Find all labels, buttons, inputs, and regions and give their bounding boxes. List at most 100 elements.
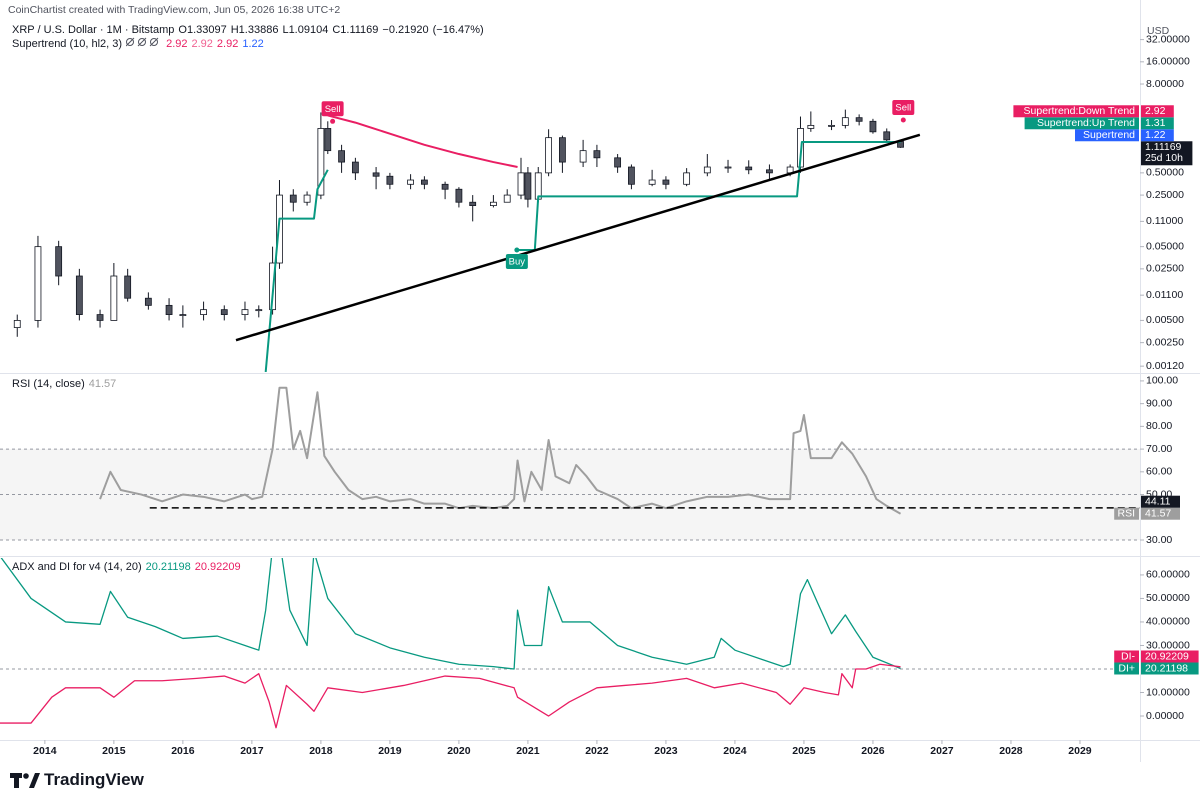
badge-value-box bbox=[1141, 650, 1199, 663]
candle-body bbox=[469, 201, 477, 207]
candle-body bbox=[503, 194, 511, 203]
x-tick-label: 2020 bbox=[447, 745, 471, 757]
y-tick-label: 0.00120 bbox=[1146, 360, 1184, 372]
creator-note: CoinChartist created with TradingView.co… bbox=[8, 4, 341, 16]
y-tick-label: 60.00000 bbox=[1146, 569, 1190, 581]
candle-body bbox=[386, 175, 394, 185]
signal-label: Sell bbox=[895, 103, 911, 114]
candle-body bbox=[534, 172, 542, 200]
candle-body bbox=[490, 201, 497, 207]
adx-legend: ADX and DI for v4 (14, 20) 20.21198 20.922… bbox=[12, 560, 245, 574]
supertrend-legend: Supertrend (10, hl2, 3) 2.92 2.92 2.92 1.22 bbox=[12, 37, 268, 51]
y-tick-label: 0.00000 bbox=[1146, 710, 1184, 722]
x-tick-label: 2019 bbox=[378, 745, 402, 757]
candle-body bbox=[828, 124, 835, 127]
candle-body bbox=[75, 275, 83, 315]
candle-body bbox=[648, 179, 656, 185]
candle-body bbox=[724, 166, 732, 169]
candle-body bbox=[545, 137, 553, 174]
badge-countdown: 25d 10h bbox=[1145, 152, 1183, 164]
x-tick-label: 2014 bbox=[33, 745, 57, 757]
candle-body bbox=[144, 297, 152, 306]
y-tick-label: 30.00000 bbox=[1146, 639, 1190, 651]
icon bbox=[149, 37, 159, 47]
change: −0.21920 bbox=[382, 24, 429, 36]
candle-body bbox=[524, 172, 532, 200]
badge-value: 20.92209 bbox=[1145, 650, 1189, 662]
line bbox=[327, 114, 518, 168]
candle-body bbox=[662, 179, 670, 185]
x-tick-label: 2028 bbox=[999, 745, 1023, 757]
y-tick-label: 70.00 bbox=[1146, 443, 1172, 455]
y-tick-label: 0.05000 bbox=[1146, 240, 1184, 252]
candle-body bbox=[338, 150, 345, 163]
ohlc-value: 1.11169 bbox=[340, 24, 379, 36]
y-tick-label: 90.00 bbox=[1146, 397, 1172, 409]
x-tick-label: 2024 bbox=[723, 745, 747, 757]
x-tick-label: 2022 bbox=[585, 745, 609, 757]
x-tick-label: 2018 bbox=[309, 745, 333, 757]
y-tick-label: 0.50000 bbox=[1146, 167, 1184, 179]
visibility-icons bbox=[125, 37, 159, 47]
candle-body bbox=[372, 172, 380, 177]
badge-name: Supertrend bbox=[1083, 129, 1135, 141]
adx-title: ADX and DI for v4 (14, 20) bbox=[12, 561, 142, 573]
candle-body bbox=[841, 117, 849, 126]
y-tick-label: 40.00000 bbox=[1146, 616, 1190, 628]
y-tick-label: 16.00000 bbox=[1146, 56, 1190, 68]
candle-body bbox=[200, 309, 207, 315]
y-tick-label: 0.11000 bbox=[1146, 215, 1183, 227]
badge-value-box bbox=[1141, 507, 1180, 520]
signal-box bbox=[321, 101, 344, 117]
symbol-legend: XRP / U.S. Dollar · 1M · Bitstamp O1.3309… bbox=[12, 23, 488, 37]
indicator-title: Supertrend (10, hl2, 3) bbox=[12, 38, 123, 50]
candle-body bbox=[683, 172, 691, 185]
candle-body bbox=[351, 161, 359, 174]
candle-body bbox=[441, 183, 449, 190]
badge-value: 20.21198 bbox=[1145, 662, 1188, 674]
rsi-value: 41.57 bbox=[88, 378, 117, 390]
signal-label: Buy bbox=[509, 257, 526, 268]
badge-value-box bbox=[1141, 117, 1174, 130]
icon bbox=[138, 38, 147, 46]
indicator-value: 2.92 bbox=[191, 38, 213, 50]
badge-name-box bbox=[1013, 105, 1139, 118]
x-tick-label: 2016 bbox=[171, 745, 195, 757]
candle-body bbox=[766, 169, 773, 174]
rsi-legend: RSI (14, close) 41.57 bbox=[12, 377, 120, 391]
badge-value: 2.92 bbox=[1145, 105, 1166, 117]
line bbox=[264, 169, 329, 372]
x-tick-label: 2027 bbox=[930, 745, 954, 757]
ohlc-item: C1.11169 bbox=[332, 24, 378, 36]
line bbox=[99, 386, 902, 515]
ohlc-item: L1.09104 bbox=[282, 24, 328, 36]
y-tick-label: 32.00000 bbox=[1146, 33, 1190, 45]
badge-name-box bbox=[1114, 650, 1139, 663]
candle-body bbox=[559, 137, 566, 163]
ohlc-label: C bbox=[332, 24, 341, 36]
currency: USD bbox=[1147, 25, 1170, 37]
candle-body bbox=[855, 117, 863, 122]
candle-body bbox=[883, 131, 891, 141]
candle-body bbox=[303, 194, 311, 203]
candle-body bbox=[517, 172, 525, 196]
brand-icon bbox=[10, 773, 40, 788]
pane-plot: Sell Buy Sell bbox=[13, 100, 921, 372]
candle-body bbox=[13, 320, 21, 328]
y-tick-label: 8.00000 bbox=[1146, 78, 1184, 90]
icon bbox=[150, 38, 159, 46]
badge-name-box bbox=[1114, 662, 1139, 675]
badge-name: Supertrend:Down Trend bbox=[1024, 105, 1136, 117]
badge-name: DI+ bbox=[1118, 662, 1135, 674]
candle-body bbox=[628, 166, 635, 185]
y-tick-label: 0.00250 bbox=[1146, 336, 1184, 348]
candle-body bbox=[110, 275, 118, 321]
badge-name: Supertrend:Up Trend bbox=[1037, 117, 1135, 129]
icon bbox=[125, 37, 135, 47]
y-tick-label: 30.00 bbox=[1146, 534, 1172, 546]
signal-dot bbox=[514, 247, 520, 253]
x-tick-label: 2015 bbox=[102, 745, 126, 757]
candle-body bbox=[807, 124, 815, 129]
